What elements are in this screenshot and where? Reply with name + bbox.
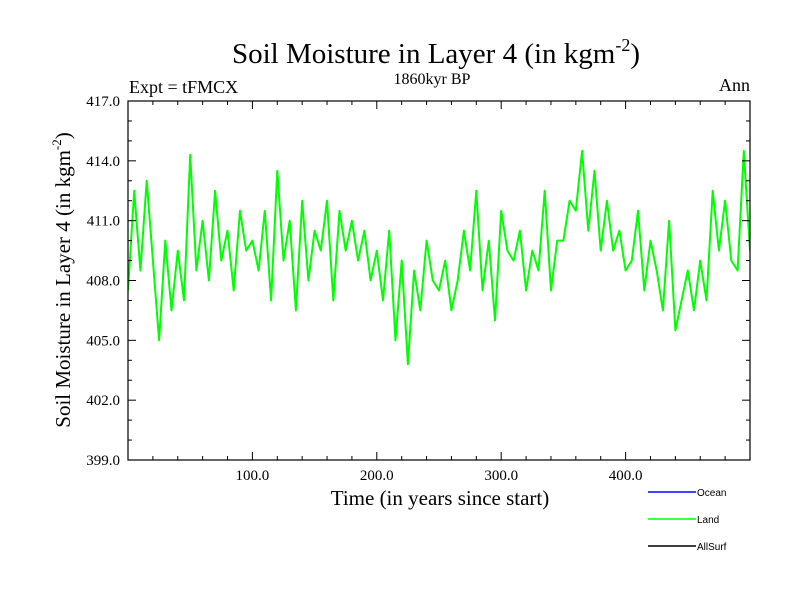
x-tick-label: 300.0 [484, 468, 518, 484]
chart-title: Soil Moisture in Layer 4 (in kgm-2) [232, 35, 640, 70]
y-tick-label: 417.0 [86, 94, 120, 110]
x-axis: 100.0 200.0 300.0 400.0 [152, 101, 726, 484]
y-tick-label: 402.0 [86, 393, 120, 409]
y-tick-label: 411.0 [87, 214, 120, 230]
y-axis-label-close: ) [51, 132, 75, 139]
y-axis-label-sup: -2 [49, 139, 64, 150]
series-line-land [128, 149, 750, 366]
legend-label-allsurf: AllSurf [697, 542, 727, 553]
y-axis-label-main: Soil Moisture in Layer 4 (in kgm [51, 150, 75, 428]
y-axis-label: Soil Moisture in Layer 4 (in kgm-2) [49, 132, 75, 427]
legend-label-ocean: Ocean [697, 488, 726, 499]
chart-title-main: Soil Moisture in Layer 4 (in kgm [232, 38, 616, 70]
chart-title-close: ) [630, 38, 640, 70]
chart-title-sup: -2 [615, 35, 630, 55]
y-tick-label: 405.0 [86, 333, 120, 349]
y-tick-label: 414.0 [86, 154, 120, 170]
y-tick-label: 399.0 [86, 453, 120, 469]
x-tick-label: 200.0 [360, 468, 394, 484]
legend: Ocean Land AllSurf [648, 488, 727, 553]
plot-frame [127, 100, 751, 461]
legend-label-land: Land [697, 515, 719, 526]
x-tick-label: 400.0 [609, 468, 643, 484]
x-tick-label: 100.0 [236, 468, 270, 484]
x-axis-label: Time (in years since start) [331, 486, 550, 510]
expt-label: Expt = tFMCX [129, 77, 238, 97]
y-tick-label: 408.0 [86, 274, 120, 290]
season-label: Ann [719, 75, 750, 95]
y-axis: 399.0 402.0 405.0 408.0 411.0 414.0 417.0 [86, 94, 750, 469]
chart-subtitle: 1860kyr BP [394, 71, 471, 88]
